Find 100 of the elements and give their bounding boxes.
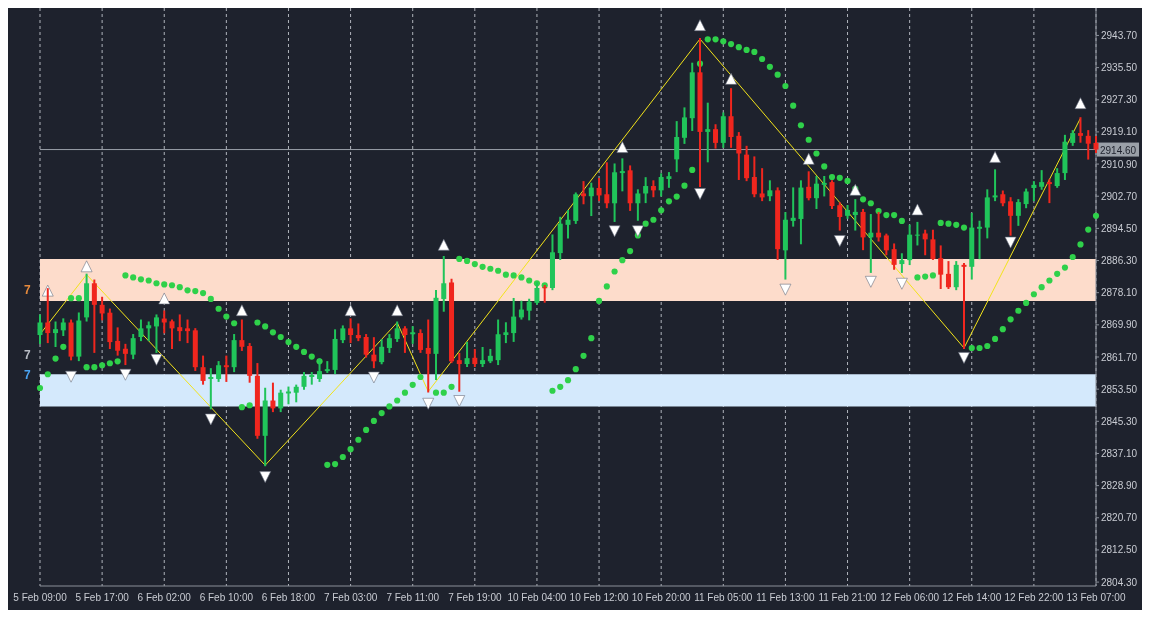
- point: [80, 260, 93, 273]
- point: [1004, 236, 1017, 249]
- candlestick: [790, 187, 796, 227]
- candlestick: [441, 256, 447, 312]
- candlestick: [511, 297, 517, 342]
- y-tick-label: 2853.50: [1101, 383, 1138, 395]
- candlestick: [806, 171, 812, 201]
- candlestick: [1008, 197, 1014, 236]
- y-tick-label: 2837.10: [1101, 448, 1138, 460]
- candlestick: [681, 107, 687, 144]
- point: [632, 225, 644, 238]
- point: [694, 19, 706, 31]
- y-tick-label: 2902.70: [1101, 190, 1138, 202]
- point: [779, 283, 792, 296]
- candlestick: [402, 326, 408, 353]
- x-tick-label: 7 Feb 03:00: [323, 592, 378, 604]
- y-tick-label: 2886.30: [1101, 255, 1138, 267]
- x-tick-label: 11 Feb 05:00: [694, 592, 753, 604]
- y-tick-label: 2861.70: [1101, 351, 1138, 363]
- candlestick: [1077, 117, 1083, 143]
- candlestick: [480, 346, 486, 368]
- candlestick: [394, 321, 400, 342]
- candlestick: [363, 334, 369, 358]
- point: [865, 276, 877, 288]
- candlestick: [883, 233, 889, 256]
- candlestick: [355, 323, 361, 342]
- y-tick-label: 2927.30: [1101, 94, 1138, 106]
- candlestick: [185, 319, 191, 344]
- x-tick-label: 10 Feb 04:00: [507, 592, 567, 604]
- x-tick-label: 5 Feb 09:00: [13, 592, 68, 604]
- candlestick: [837, 202, 843, 231]
- point: [205, 413, 217, 426]
- candlestick: [813, 176, 819, 209]
- y-tick-label: 2894.50: [1101, 222, 1138, 234]
- candlestick: [635, 189, 641, 221]
- candlestick: [379, 339, 385, 365]
- point: [236, 304, 248, 317]
- candlestick: [596, 177, 602, 202]
- candlestick: [324, 361, 330, 373]
- text: 7: [24, 368, 31, 382]
- candlestick: [309, 372, 315, 385]
- point: [119, 368, 132, 381]
- candlestick: [169, 319, 175, 349]
- candlestick: [588, 182, 594, 217]
- point: [802, 153, 815, 165]
- candlestick: [744, 145, 750, 182]
- candlestick: [930, 229, 936, 260]
- candlestick: [417, 329, 423, 353]
- candlestick: [122, 343, 128, 366]
- candlestick: [945, 261, 951, 289]
- point: [896, 277, 908, 290]
- candlestick: [348, 318, 354, 344]
- x-tick-label: 6 Feb 10:00: [199, 592, 254, 604]
- point: [1074, 97, 1087, 109]
- candlestick: [938, 245, 944, 289]
- point: [65, 370, 77, 383]
- candlestick: [37, 314, 43, 344]
- point: [437, 238, 450, 251]
- candlestick: [643, 177, 649, 204]
- text: 7: [24, 348, 31, 362]
- point: [958, 352, 970, 364]
- candlestick: [99, 296, 105, 321]
- candlestick: [410, 326, 416, 344]
- point: [453, 395, 466, 407]
- point: [422, 397, 435, 410]
- candlestick: [666, 172, 672, 188]
- point: [911, 203, 924, 216]
- candlestick: [45, 288, 51, 344]
- candlestick: [464, 341, 470, 368]
- x-tick-label: 12 Feb 14:00: [942, 592, 1002, 604]
- y-tick-label: 2869.90: [1101, 319, 1138, 331]
- x-tick-label: 12 Feb 06:00: [880, 592, 940, 604]
- candlestick: [177, 314, 183, 342]
- candlestick: [658, 173, 664, 197]
- candlestick: [728, 88, 734, 148]
- x-tick-label: 7 Feb 19:00: [448, 592, 502, 604]
- candlestick: [829, 180, 835, 209]
- point: [833, 235, 846, 247]
- candlestick: [1046, 179, 1052, 204]
- candlestick: [270, 382, 276, 413]
- candlestick: [503, 322, 509, 344]
- y-tick-label: 2910.90: [1101, 158, 1138, 170]
- x-tick-label: 5 Feb 17:00: [75, 592, 130, 604]
- candlestick: [821, 176, 827, 197]
- candlestick: [130, 334, 136, 360]
- candlestick: [852, 199, 858, 231]
- point: [849, 184, 862, 196]
- candlestick: [914, 221, 920, 246]
- candlestick: [200, 355, 206, 385]
- ref-line-label: 2914.60: [1100, 144, 1137, 156]
- candlestick: [216, 361, 222, 382]
- candlestick: [1015, 199, 1021, 226]
- candlestick: [208, 368, 214, 410]
- point: [616, 141, 629, 153]
- candlestick: [767, 180, 773, 202]
- point: [608, 225, 621, 238]
- point: [368, 371, 380, 384]
- candlestick: [674, 121, 680, 173]
- candlestick: [91, 279, 97, 353]
- candlestick: [751, 156, 757, 198]
